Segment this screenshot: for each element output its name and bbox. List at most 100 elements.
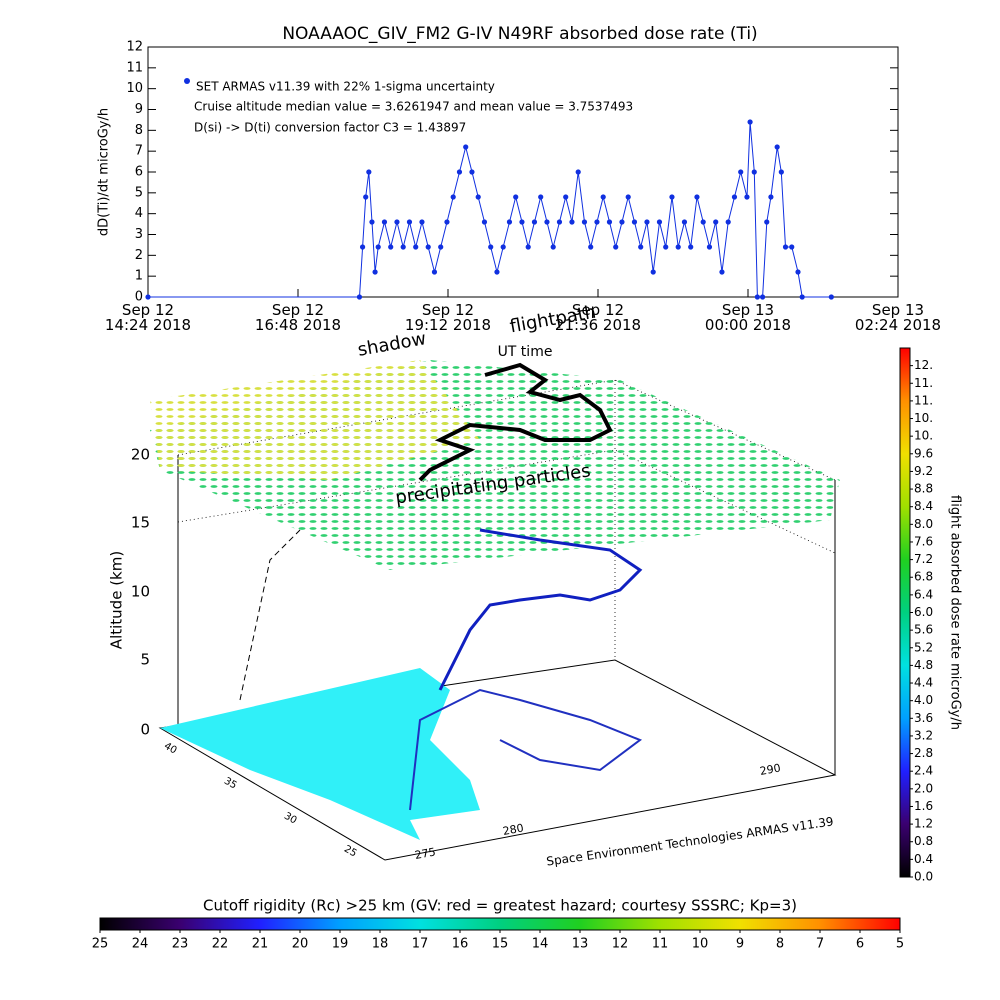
data-point [669,194,675,200]
lat-tick-label: 35 [222,776,239,792]
lon-tick-label: 290 [759,761,782,777]
data-point [631,219,638,225]
y-tick-label: 5 [135,185,143,200]
lat-tick-label: 40 [162,741,179,757]
data-point [531,219,538,225]
colorbar-tick-label: 2.0 [914,781,933,795]
text-line: 16:48 2018 [255,316,341,334]
data-point [356,294,363,300]
colorbar-tick-label: 2.8 [914,746,933,760]
colorbar-tick-label: 6.8 [914,570,933,584]
data-point [419,219,425,225]
data-point [538,194,544,200]
data-point [438,244,444,250]
3d-scene [150,360,840,861]
z-tick-label: 15 [131,514,150,532]
colorbar-tick-label: 1.2 [914,817,933,831]
text-line: Sep 12 [572,301,624,319]
colorbar-tick-label: 5.6 [914,623,933,637]
text-line: Sep 12 [272,301,324,319]
data-point [425,244,431,250]
data-point [795,269,801,275]
data-point [606,219,613,225]
colorbar-tick-label: 19 [332,937,349,952]
data-point [625,194,631,200]
colorbar-tick-label: 11 [652,937,669,952]
z-tick-label: 5 [140,651,150,669]
data-point [700,219,706,225]
colorbar-tick-label: 15 [492,937,509,952]
data-point [569,219,575,225]
colorbar-tick-label: 3.2 [914,728,933,742]
data-point [381,219,388,225]
flightpath-shadow [418,362,613,482]
y-tick-label: 7 [135,144,143,159]
credit: Space Environment Technologies ARMAS v11… [546,814,835,868]
data-point [747,119,753,125]
projection-lines [239,529,301,701]
text-line: Sep 12 [422,301,474,319]
colorbar-tick-label: 11. [914,393,933,407]
data-point [738,169,744,175]
text-line: 14:24 2018 [105,316,191,334]
text-line: 21:36 2018 [555,316,641,334]
colorbar-tick-label: 7.6 [914,534,933,548]
colorbar-label: flight absorbed dose rate microGy/h [948,495,963,730]
colorbar-tick-label: 4.4 [914,676,933,690]
lat-tick-label: 30 [282,811,299,827]
x-tick-label: Sep 12 16:48 2018 [255,301,341,334]
data-point [388,244,394,250]
colorbar-tick-label: 8 [776,937,784,952]
colorbar-tick-label: 10. [914,429,933,443]
text-line: Sep 12 [122,301,174,319]
colorbar-tick-label: 18 [372,937,389,952]
data-point [488,244,494,250]
colorbar-tick-label: 5.2 [914,640,933,654]
data-point [759,294,766,300]
colorbar-tick-label: 12 [612,937,629,952]
data-point [638,244,644,250]
data-point [694,194,700,200]
colorbar-tick-label: 3.6 [914,711,933,725]
data-point [754,294,760,300]
data-point [594,219,600,225]
text-line: Sep 13 [722,301,774,319]
data-point [450,194,456,200]
data-point [469,169,475,175]
lon-tick-label: 280 [502,821,525,837]
legend-marker [184,78,190,84]
data-point [719,269,725,275]
x-tick-label: Sep 12 21:36 2018 [555,301,641,334]
data-point [774,144,780,150]
x-tick-label: Sep 12 14:24 2018 [105,301,191,334]
data-point [663,244,669,250]
data-point [575,169,581,175]
y-tick-label: 11 [126,60,143,75]
lat-tick-label: 25 [342,844,359,860]
series-line [148,121,832,298]
data-point [400,244,406,250]
colorbar-tick-label: 21 [252,937,269,952]
colorbar-tick-label: 1.6 [914,799,933,813]
data-point [675,244,681,250]
data-point [563,194,569,200]
data-point [799,294,805,300]
data-point [588,244,594,250]
y-tick-label: 6 [135,165,143,180]
data-point [444,219,450,225]
data-point [413,244,419,250]
data-point [778,169,784,175]
z-tick-label: 10 [131,583,150,601]
data-point [463,144,469,150]
data-point [375,244,381,250]
colorbar-tick-label: 10 [692,937,709,952]
colorbar-tick-label: 0.0 [914,870,933,884]
data-point [406,219,413,225]
colorbar-tick-label: 9.6 [914,446,933,460]
z-tick-label: 20 [131,446,150,464]
scene-label: shadow [356,328,428,361]
lon-tick-label: 275 [414,845,437,861]
data-point [613,244,619,250]
data-point [366,169,372,175]
y-tick-label: 8 [135,123,143,138]
